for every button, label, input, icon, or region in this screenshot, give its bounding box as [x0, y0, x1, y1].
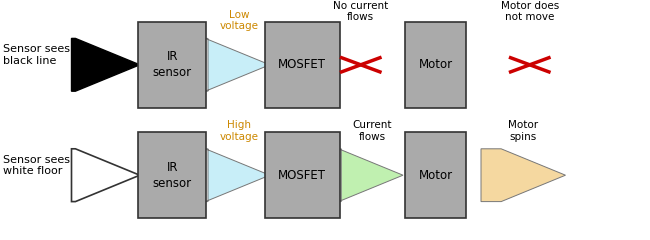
FancyBboxPatch shape — [138, 22, 207, 108]
FancyBboxPatch shape — [404, 132, 467, 218]
Text: MOSFET: MOSFET — [278, 169, 326, 182]
Text: Sensor sees
white floor: Sensor sees white floor — [3, 155, 70, 176]
FancyBboxPatch shape — [138, 132, 207, 218]
FancyBboxPatch shape — [404, 22, 467, 108]
Text: Low
voltage: Low voltage — [220, 10, 259, 31]
FancyBboxPatch shape — [265, 132, 340, 218]
Polygon shape — [205, 149, 270, 202]
FancyBboxPatch shape — [265, 22, 340, 108]
Text: No current
flows: No current flows — [333, 1, 389, 22]
Text: Motor: Motor — [419, 58, 452, 71]
Polygon shape — [72, 38, 140, 91]
Polygon shape — [72, 149, 140, 202]
Text: Sensor sees
black line: Sensor sees black line — [3, 44, 70, 66]
Text: IR
sensor: IR sensor — [153, 50, 192, 79]
Text: IR
sensor: IR sensor — [153, 161, 192, 190]
Text: Motor does
not move: Motor does not move — [500, 1, 559, 22]
Polygon shape — [339, 149, 403, 202]
Polygon shape — [481, 149, 566, 202]
Text: Current
flows: Current flows — [352, 120, 392, 142]
Text: Motor: Motor — [419, 169, 452, 182]
Text: High
voltage: High voltage — [220, 120, 259, 142]
Polygon shape — [205, 38, 270, 91]
Text: MOSFET: MOSFET — [278, 58, 326, 71]
Text: Motor
spins: Motor spins — [508, 120, 538, 142]
